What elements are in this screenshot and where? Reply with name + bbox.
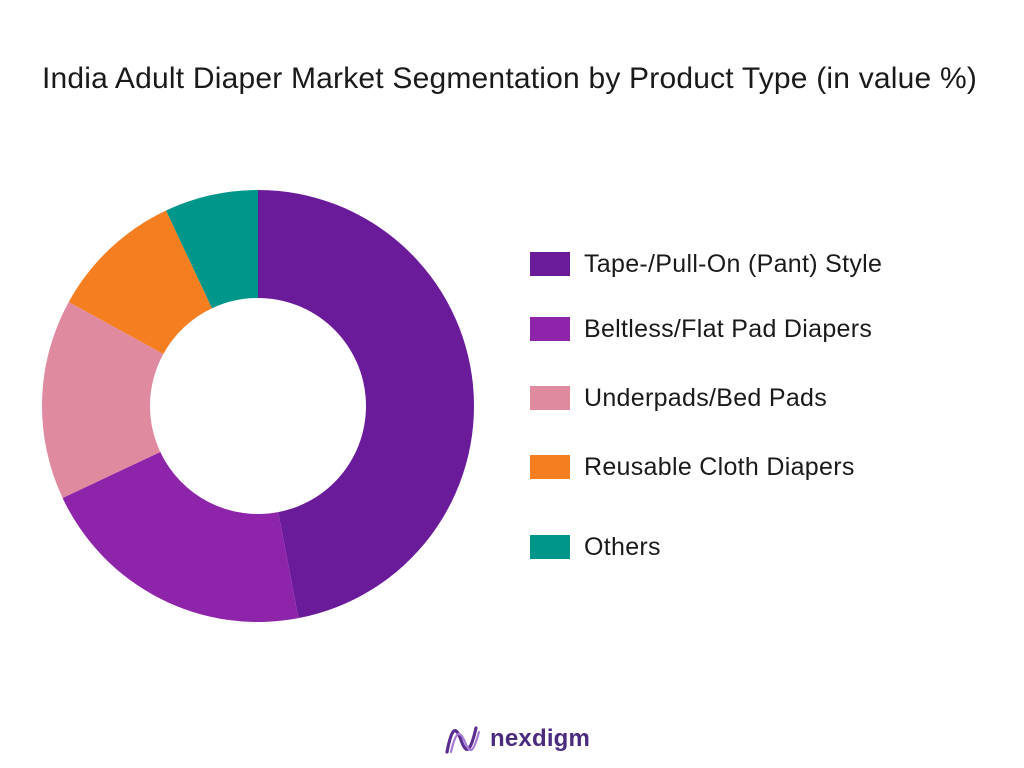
brand-name: nexdigm [490,725,591,752]
legend-swatch [530,455,570,479]
legend-label: Tape-/Pull-On (Pant) Style [584,249,883,278]
legend-item-underpads: Underpads/Bed Pads [530,378,827,418]
chart-title: India Adult Diaper Market Segmentation b… [42,62,978,95]
slice-reusable-cloth [68,210,213,354]
nexdigm-logo-icon [445,726,481,754]
legend-swatch [530,317,570,341]
legend-label: Underpads/Bed Pads [584,383,828,412]
slice-beltless [62,451,299,622]
slice-others [166,190,258,309]
legend-item-others: Others [530,527,661,567]
legend-item-beltless: Beltless/Flat Pad Diapers [530,309,872,349]
legend-item-tape-pull-on: Tape-/Pull-On (Pant) Style [530,244,882,284]
legend-label: Beltless/Flat Pad Diapers [584,314,873,343]
legend-label: Reusable Cloth Diapers [584,452,855,481]
brand-logo: nexdigm [444,722,590,756]
legend-swatch [530,535,570,559]
slice-underpads [42,301,164,498]
slice-tape-pull-on [258,190,475,619]
legend-swatch [530,252,570,276]
legend-swatch [530,386,570,410]
legend-label: Others [584,532,661,561]
legend-item-reusable-cloth: Reusable Cloth Diapers [530,447,855,487]
